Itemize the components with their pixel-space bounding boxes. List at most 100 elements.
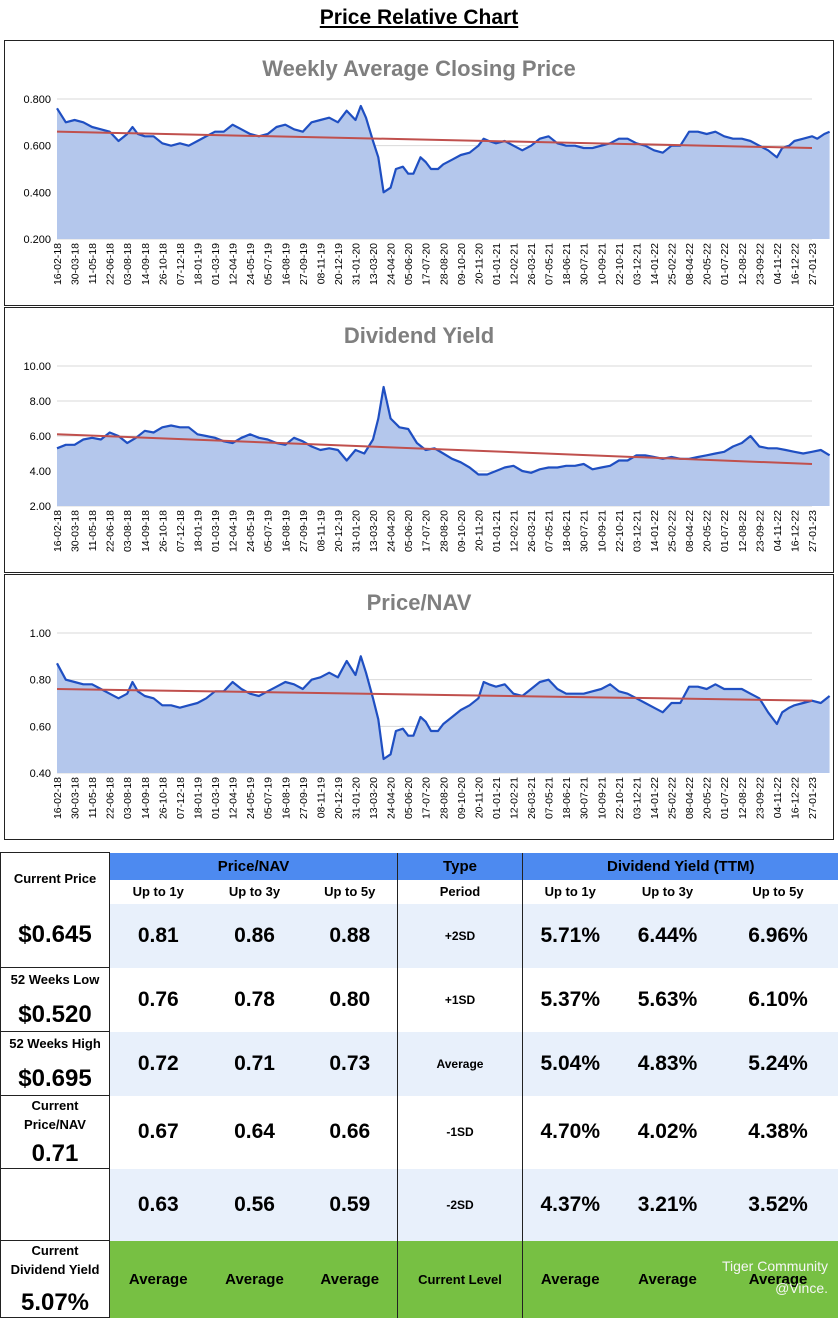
x-tick-label: 20-11-20 xyxy=(473,777,485,818)
x-tick-label: 14-01-22 xyxy=(649,777,661,819)
x-tick-label: 20-05-22 xyxy=(702,510,714,552)
x-tick-label: 01-03-19 xyxy=(210,243,222,285)
x-tick-label: 09-10-20 xyxy=(456,510,468,552)
x-tick-label: 05-06-20 xyxy=(403,777,415,819)
x-tick-label: 05-07-19 xyxy=(263,243,275,285)
x-tick-label: 20-12-19 xyxy=(333,243,345,285)
x-tick-label: 03-08-18 xyxy=(122,243,134,285)
x-tick-label: 12-08-22 xyxy=(737,510,749,552)
pnav-cell: 0.56 xyxy=(207,1169,303,1241)
dy-subheader-1y: Up to 1y xyxy=(523,880,618,904)
dy-cell: 3.21% xyxy=(618,1169,718,1241)
x-tick-label: 27-01-23 xyxy=(807,243,819,285)
x-tick-label: 08-11-19 xyxy=(315,243,327,284)
price-nav-header: Price/NAV xyxy=(110,853,398,880)
x-tick-label: 12-04-19 xyxy=(228,510,240,552)
x-tick-label: 11-05-18 xyxy=(87,510,99,551)
x-tick-label: 25-02-22 xyxy=(667,777,679,819)
x-tick-label: 01-07-22 xyxy=(719,243,731,285)
x-tick-label: 01-07-22 xyxy=(719,777,731,819)
dy-level-cell: Average xyxy=(618,1241,718,1318)
x-tick-label: 14-09-18 xyxy=(140,777,152,819)
y-tick-label: 2.00 xyxy=(30,501,51,513)
pnav-cell: 0.63 xyxy=(110,1169,207,1241)
x-tick-label: 24-05-19 xyxy=(245,243,257,285)
x-tick-label: 18-06-21 xyxy=(561,510,573,552)
x-tick-label: 23-09-22 xyxy=(754,510,766,552)
x-tick-label: 14-09-18 xyxy=(140,510,152,552)
x-tick-label: 20-05-22 xyxy=(702,243,714,285)
pnav-level-cell: Average xyxy=(303,1241,398,1318)
x-tick-label: 12-02-21 xyxy=(509,777,521,819)
pnav-level-cell: Average xyxy=(110,1241,207,1318)
x-tick-label: 22-06-18 xyxy=(105,243,117,285)
x-tick-label: 16-08-19 xyxy=(280,510,292,552)
area-fill xyxy=(57,387,830,506)
x-tick-label: 07-12-18 xyxy=(175,243,187,285)
high-label: 52 Weeks High xyxy=(1,1034,109,1053)
x-tick-label: 05-06-20 xyxy=(403,243,415,285)
x-tick-label: 27-09-19 xyxy=(298,777,310,819)
chart-title: Weekly Average Closing Price xyxy=(262,56,575,81)
current-price-value: $0.645 xyxy=(1,904,110,968)
x-tick-label: 03-12-21 xyxy=(631,243,643,285)
pnav-cell: 0.67 xyxy=(110,1096,207,1169)
y-tick-label: 0.60 xyxy=(30,721,51,733)
x-tick-label: 12-02-21 xyxy=(509,510,521,552)
x-tick-label: 27-01-23 xyxy=(807,777,819,819)
watermark-brand: Tiger Community xyxy=(722,1255,828,1277)
dy-label: Current Dividend Yield xyxy=(1,1241,109,1279)
x-tick-label: 28-08-20 xyxy=(438,510,450,552)
x-tick-label: 01-07-22 xyxy=(719,510,731,552)
x-tick-label: 07-05-21 xyxy=(544,243,556,285)
dy-cell: 5.04% xyxy=(523,1032,618,1096)
x-tick-label: 16-12-22 xyxy=(789,777,801,819)
x-tick-label: 26-03-21 xyxy=(526,243,538,285)
x-tick-label: 31-01-20 xyxy=(350,243,362,285)
y-tick-label: 6.00 xyxy=(30,431,51,443)
x-tick-label: 09-10-20 xyxy=(456,777,468,819)
x-tick-label: 26-10-18 xyxy=(157,243,169,285)
chart-title: Price/NAV xyxy=(367,590,472,615)
x-tick-label: 09-10-20 xyxy=(456,243,468,285)
chart-title: Dividend Yield xyxy=(344,323,494,348)
x-tick-label: 01-03-19 xyxy=(210,777,222,819)
x-tick-label: 14-01-22 xyxy=(649,243,661,285)
x-tick-label: 08-11-19 xyxy=(315,777,327,818)
low-label: 52 Weeks Low xyxy=(1,970,109,989)
dy-cell: 4.70% xyxy=(523,1096,618,1169)
x-tick-label: 16-02-18 xyxy=(52,510,64,552)
x-tick-label: 18-01-19 xyxy=(192,510,204,552)
high-value: $0.695 xyxy=(1,1065,109,1093)
pnav-subheader-5y: Up to 5y xyxy=(303,880,398,904)
x-tick-label: 17-07-20 xyxy=(421,510,433,552)
x-tick-label: 30-07-21 xyxy=(579,777,591,819)
pnav-cell: 0.80 xyxy=(303,968,398,1032)
sd-type-cell: Average xyxy=(398,1032,523,1096)
sd-type-cell: -2SD xyxy=(398,1169,523,1241)
high-block: 52 Weeks High $0.695 xyxy=(1,1032,110,1096)
x-tick-label: 03-12-21 xyxy=(631,510,643,552)
low-block: 52 Weeks Low $0.520 xyxy=(1,968,110,1032)
x-tick-label: 13-03-20 xyxy=(368,777,380,819)
x-tick-label: 23-09-22 xyxy=(754,243,766,285)
dy-cell: 5.63% xyxy=(618,968,718,1032)
x-tick-label: 12-04-19 xyxy=(228,777,240,819)
x-tick-label: 10-09-21 xyxy=(596,777,608,819)
x-tick-label: 22-06-18 xyxy=(105,777,117,819)
pnav-cell: 0.72 xyxy=(110,1032,207,1096)
pnav-cell: 0.71 xyxy=(207,1032,303,1096)
x-tick-label: 04-11-22 xyxy=(772,510,784,551)
x-tick-label: 07-12-18 xyxy=(175,777,187,819)
x-tick-label: 11-05-18 xyxy=(87,243,99,284)
current-level-label: Current Level xyxy=(398,1241,523,1318)
x-tick-label: 24-05-19 xyxy=(245,777,257,819)
dy-cell: 5.24% xyxy=(718,1032,838,1096)
x-tick-label: 20-12-19 xyxy=(333,510,345,552)
x-tick-label: 08-04-22 xyxy=(684,777,696,819)
y-tick-label: 10.00 xyxy=(23,361,51,373)
x-tick-label: 16-12-22 xyxy=(789,510,801,552)
low-value: $0.520 xyxy=(1,1001,109,1029)
y-tick-label: 4.00 xyxy=(30,466,51,478)
